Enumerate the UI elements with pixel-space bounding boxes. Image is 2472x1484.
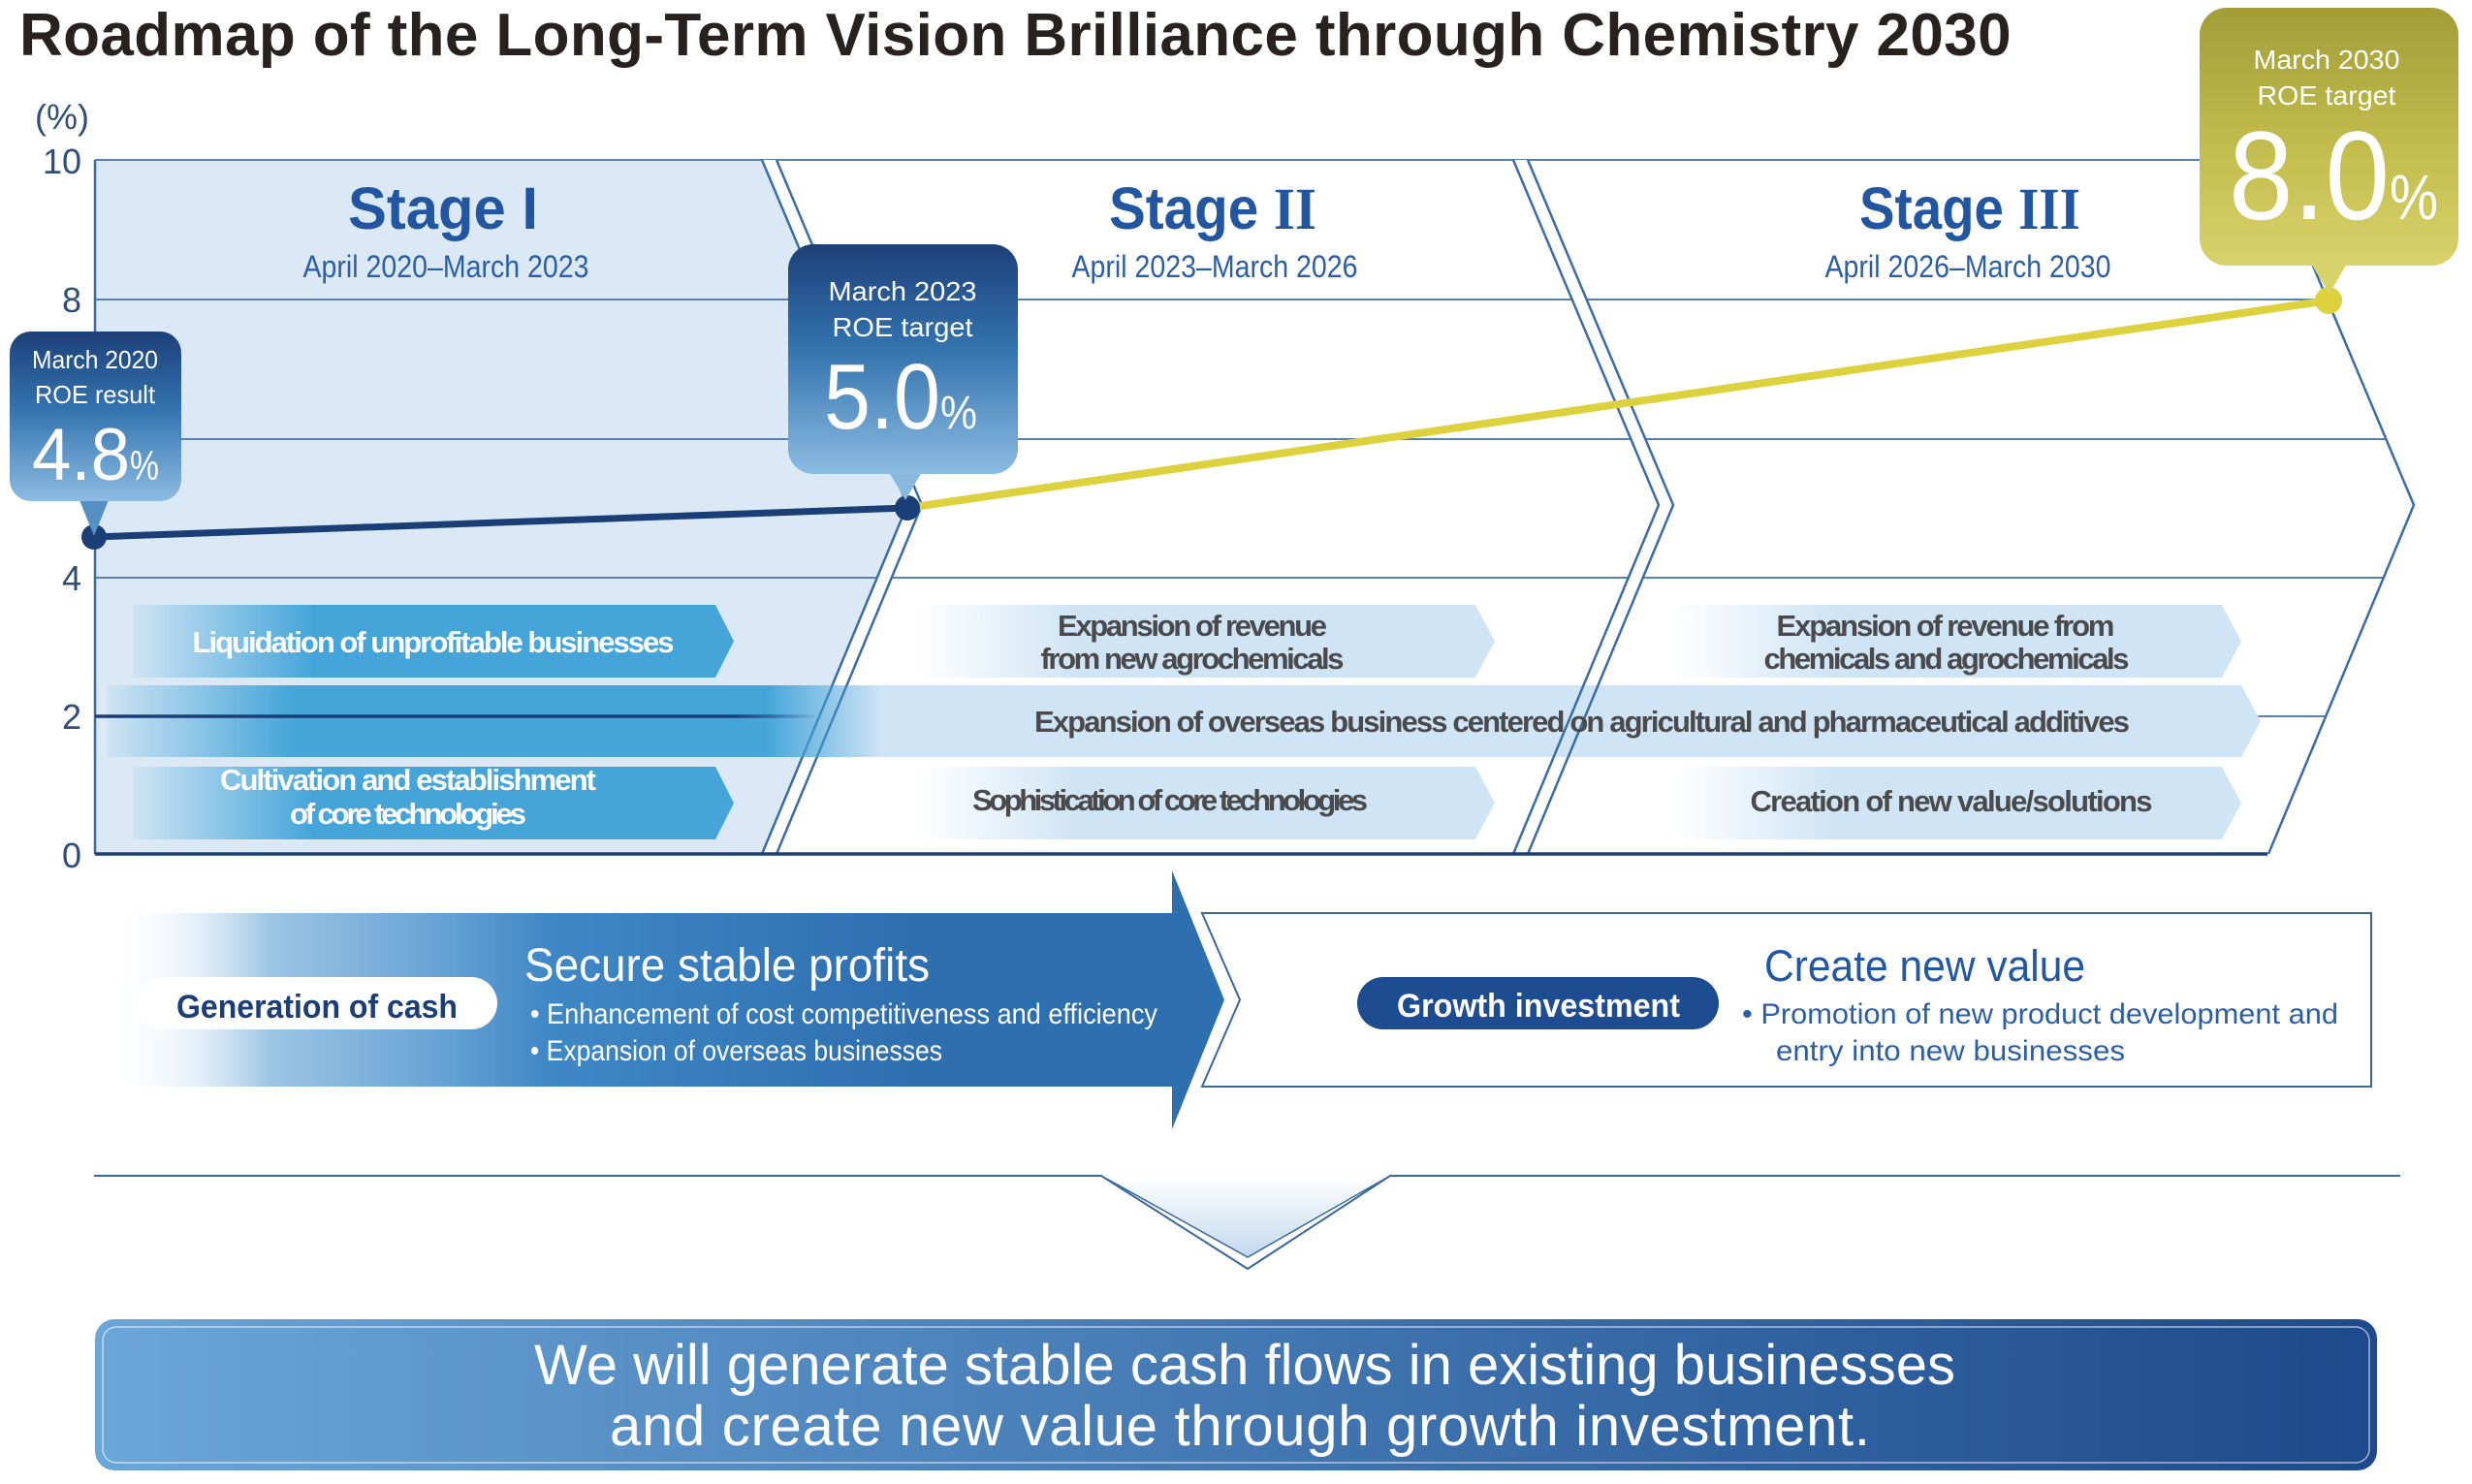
svg-text:Stage II: Stage II	[1109, 175, 1316, 242]
svg-text:Generation of cash: Generation of cash	[176, 989, 458, 1026]
svg-text:Stage I: Stage I	[348, 175, 538, 241]
svg-text:0: 0	[62, 836, 81, 875]
svg-text:and create new value through g: and create new value through growth inve…	[610, 1395, 1870, 1458]
svg-text:• Expansion of overseas busine: • Expansion of overseas businesses	[530, 1035, 942, 1067]
svg-text:Secure stable profits: Secure stable profits	[524, 940, 930, 992]
svg-text:April 2020–March 2023: April 2020–March 2023	[303, 249, 589, 284]
svg-text:5.0%: 5.0%	[824, 345, 977, 449]
svg-text:4.8%: 4.8%	[32, 414, 159, 496]
svg-text:Create new value: Create new value	[1764, 941, 2085, 991]
svg-text:April 2026–March 2030: April 2026–March 2030	[1825, 249, 2111, 284]
svg-text:ROE target: ROE target	[833, 312, 973, 342]
svg-text:March 2030: March 2030	[2254, 45, 2400, 75]
svg-text:2: 2	[62, 697, 81, 737]
svg-text:Growth investment: Growth investment	[1397, 988, 1680, 1025]
svg-text:Stage III: Stage III	[1859, 175, 2080, 242]
svg-text:ROE target: ROE target	[2258, 80, 2396, 111]
svg-text:8: 8	[62, 280, 81, 320]
svg-text:Sophistication of core technol: Sophistication of core technologies	[972, 783, 1368, 817]
svg-text:Liquidation of unprofitable bu: Liquidation of unprofitable businesses	[193, 625, 675, 659]
svg-text:10: 10	[43, 142, 81, 181]
svg-text:8.0%: 8.0%	[2229, 105, 2438, 246]
svg-text:Creation of new value/solution: Creation of new value/solutions	[1751, 784, 2153, 818]
svg-text:• Promotion of new product dev: • Promotion of new product development a…	[1742, 998, 2338, 1030]
svg-text:of core technologies: of core technologies	[290, 797, 526, 831]
svg-text:Roadmap of the Long-Term Visio: Roadmap of the Long-Term Vision Brillian…	[19, 2, 2012, 69]
svg-text:ROE result: ROE result	[35, 380, 156, 409]
svg-text:March 2020: March 2020	[32, 345, 158, 374]
svg-text:4: 4	[62, 558, 81, 598]
svg-text:from new agrochemicals: from new agrochemicals	[1041, 642, 1345, 676]
svg-text:chemicals and agrochemicals: chemicals and agrochemicals	[1764, 642, 2130, 676]
svg-text:• Enhancement of cost competit: • Enhancement of cost competitiveness an…	[530, 998, 1157, 1030]
svg-text:March 2023: March 2023	[829, 276, 977, 306]
svg-text:entry into new businesses: entry into new businesses	[1776, 1035, 2125, 1067]
svg-text:Expansion of revenue: Expansion of revenue	[1058, 609, 1327, 643]
svg-text:We will generate stable cash f: We will generate stable cash flows in ex…	[534, 1334, 1955, 1397]
svg-text:Expansion of revenue from: Expansion of revenue from	[1777, 609, 2115, 643]
svg-text:April 2023–March 2026: April 2023–March 2026	[1072, 249, 1358, 284]
svg-text:Cultivation and establishment: Cultivation and establishment	[220, 763, 596, 797]
svg-text:(%): (%)	[35, 97, 89, 137]
svg-text:Expansion of overseas business: Expansion of overseas business centered …	[1034, 705, 2130, 739]
